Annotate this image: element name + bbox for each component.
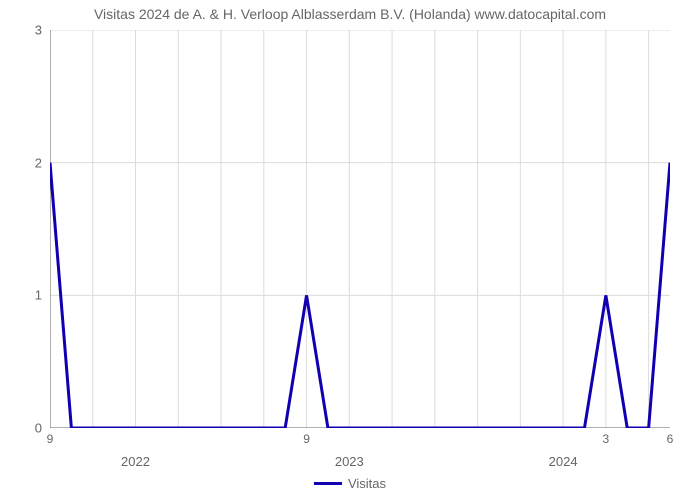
plot-area: 01239936202220232024 — [50, 30, 670, 428]
legend-label: Visitas — [348, 476, 386, 491]
x-data-label: 9 — [303, 432, 310, 446]
y-tick-label: 0 — [35, 421, 42, 436]
chart-container: { "chart": { "type": "line", "title": "V… — [0, 0, 700, 500]
x-year-label: 2024 — [549, 454, 578, 469]
x-data-label: 3 — [603, 432, 610, 446]
chart-title: Visitas 2024 de A. & H. Verloop Alblasse… — [0, 6, 700, 22]
plot-svg — [50, 30, 670, 428]
y-tick-label: 3 — [35, 23, 42, 38]
x-year-label: 2022 — [121, 454, 150, 469]
legend-swatch — [314, 482, 342, 485]
x-data-label: 9 — [47, 432, 54, 446]
x-data-label: 6 — [667, 432, 674, 446]
legend: Visitas — [314, 476, 386, 491]
y-tick-label: 1 — [35, 288, 42, 303]
y-tick-label: 2 — [35, 155, 42, 170]
x-year-label: 2023 — [335, 454, 364, 469]
